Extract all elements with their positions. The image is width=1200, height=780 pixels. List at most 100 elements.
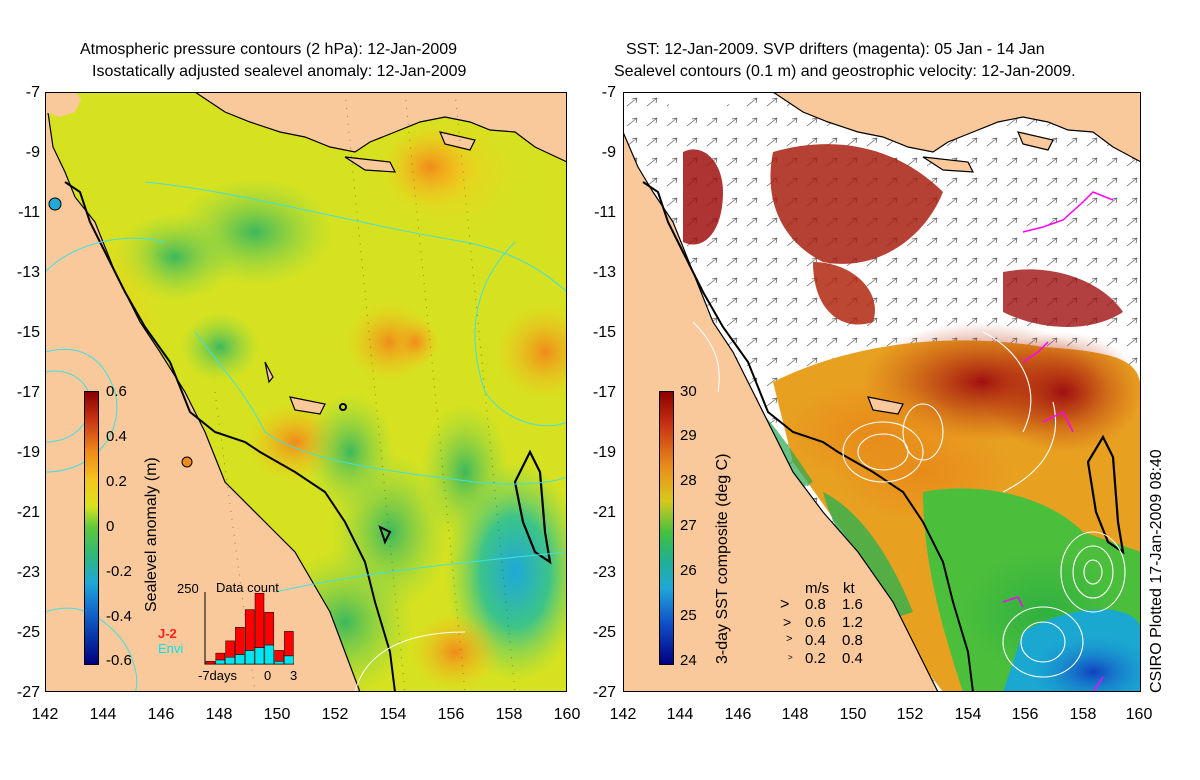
- x-tick: 154: [954, 706, 982, 723]
- x-tick: 158: [495, 706, 523, 723]
- y-tick: -11: [594, 204, 616, 221]
- legend-envi: Envi: [158, 641, 184, 656]
- legend-kt: 1.2: [842, 614, 863, 631]
- colorbar-tick: 30: [680, 383, 697, 400]
- x-tick: 156: [437, 706, 465, 723]
- legend-header-ms: m/s: [805, 580, 830, 597]
- legend-kt: 0.8: [842, 632, 863, 649]
- histogram-bar-envi: [225, 656, 235, 665]
- shelf-edge-contour: [642, 181, 974, 692]
- y-tick: -17: [592, 384, 616, 401]
- colorbar-tick: 24: [680, 652, 697, 669]
- histogram-bar-j2: [244, 609, 255, 651]
- arrow-icon: >: [788, 653, 793, 662]
- legend-ms: 0.2: [805, 650, 826, 667]
- australia-land: [45, 92, 361, 692]
- papua-new-guinea-land: [193, 92, 567, 163]
- y-tick: -9: [25, 144, 40, 161]
- legend-kt: 0.4: [842, 650, 863, 667]
- histogram-bar-envi: [264, 644, 275, 665]
- colorbar-tick: 0: [106, 518, 115, 535]
- arrow-icon: >: [786, 633, 793, 645]
- colorbar-tick: 28: [680, 472, 697, 489]
- colorbar-tick: -0.4: [106, 608, 132, 625]
- right-sst-map: [623, 92, 1141, 692]
- left-title-line2: Isostatically adjusted sealevel anomaly:…: [92, 63, 467, 80]
- histogram-bar-j2: [205, 661, 216, 665]
- sealevel-colorbar-gradient: [84, 391, 99, 665]
- y-tick: -9: [601, 144, 616, 161]
- x-tick: 146: [724, 706, 752, 723]
- x-tick: 156: [1011, 706, 1039, 723]
- histogram-title: Data count: [216, 580, 279, 595]
- x-tick: 152: [896, 706, 924, 723]
- y-tick: -13: [592, 264, 616, 281]
- y-tick: -19: [592, 444, 616, 461]
- x-tick: 144: [89, 706, 117, 723]
- histogram-bar-j2: [264, 612, 275, 646]
- colorbar-label: Sealevel anomaly (m): [143, 457, 160, 612]
- shelf-edge-contour: [64, 181, 396, 692]
- histogram-x-zero: 0: [264, 668, 272, 683]
- x-tick: 150: [263, 706, 291, 723]
- left-sealevel-map: [45, 92, 567, 692]
- legend-kt: 1.6: [842, 596, 863, 613]
- y-tick: -11: [18, 204, 40, 221]
- y-tick: -27: [592, 684, 616, 701]
- histogram-bar-envi: [284, 655, 294, 665]
- x-tick: 146: [147, 706, 175, 723]
- colorbar-tick: 0.2: [106, 473, 127, 490]
- legend-header-kt: kt: [843, 580, 855, 597]
- right-title-line2: Sealevel contours (0.1 m) and geostrophi…: [614, 63, 1076, 80]
- x-tick: 160: [553, 706, 581, 723]
- x-tick: 148: [781, 706, 809, 723]
- colorbar-tick: 0.4: [106, 428, 127, 445]
- arrow-icon: >: [780, 596, 790, 613]
- legend-j2: J-2: [158, 626, 177, 641]
- colorbar-tick: 25: [680, 607, 697, 624]
- papua-new-guinea-land: [771, 92, 1141, 163]
- colorbar-tick: -0.6: [106, 652, 132, 669]
- y-tick: -13: [16, 264, 40, 281]
- histogram-bar-j2: [215, 652, 226, 661]
- y-tick: -19: [16, 444, 40, 461]
- histogram-bar-j2: [235, 627, 245, 655]
- y-tick: -23: [16, 564, 40, 581]
- histogram-bar-envi: [215, 659, 226, 665]
- histogram-x-right: 3: [290, 668, 298, 683]
- y-tick: -17: [16, 384, 40, 401]
- x-tick: 142: [31, 706, 59, 723]
- y-tick: -23: [592, 564, 616, 581]
- y-tick: -7: [25, 84, 40, 101]
- y-tick: -25: [592, 624, 616, 641]
- colorbar-tick: 26: [680, 562, 697, 579]
- histogram-ymax: 250: [177, 581, 199, 596]
- x-tick: 142: [609, 706, 637, 723]
- y-tick: -15: [16, 324, 40, 341]
- right-title-line1: SST: 12-Jan-2009. SVP drifters (magenta)…: [626, 41, 1045, 58]
- histogram-bar-j2: [254, 593, 265, 648]
- x-tick: 158: [1069, 706, 1097, 723]
- histogram-bars: [204, 592, 294, 665]
- colorbar-tick: 27: [680, 517, 697, 534]
- y-tick: -15: [592, 324, 616, 341]
- y-tick: -25: [16, 624, 40, 641]
- credit-text: CSIRO Plotted 17-Jan-2009 08:40: [1148, 449, 1165, 693]
- colorbar-label: 3-day SST composite (deg C): [714, 453, 731, 664]
- histogram-bar-envi: [274, 661, 284, 665]
- y-tick: -21: [592, 504, 616, 521]
- x-tick: 154: [379, 706, 407, 723]
- legend-ms: 0.4: [805, 632, 826, 649]
- histogram-bar-envi: [244, 650, 255, 665]
- left-title-line1: Atmospheric pressure contours (2 hPa): 1…: [80, 41, 458, 58]
- histogram-bar-j2: [274, 650, 284, 662]
- histogram-bar-envi: [254, 647, 265, 665]
- histogram-bar-j2: [284, 631, 294, 657]
- histogram-bar-j2: [225, 640, 235, 658]
- histogram-bar-envi: [235, 654, 245, 665]
- x-tick: 144: [666, 706, 694, 723]
- colorbar-tick: -0.2: [106, 563, 132, 580]
- colorbar-tick: 29: [680, 427, 697, 444]
- legend-ms: 0.6: [805, 614, 826, 631]
- sst-colorbar-gradient: [659, 391, 674, 665]
